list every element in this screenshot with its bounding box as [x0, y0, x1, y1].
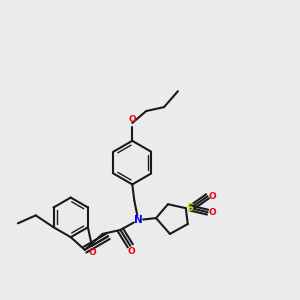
Text: O: O [128, 116, 136, 124]
Text: O: O [89, 248, 97, 257]
Text: S: S [186, 203, 193, 213]
Text: O: O [128, 247, 135, 256]
Text: N: N [134, 215, 142, 225]
Text: O: O [209, 208, 216, 217]
Text: O: O [209, 192, 216, 201]
